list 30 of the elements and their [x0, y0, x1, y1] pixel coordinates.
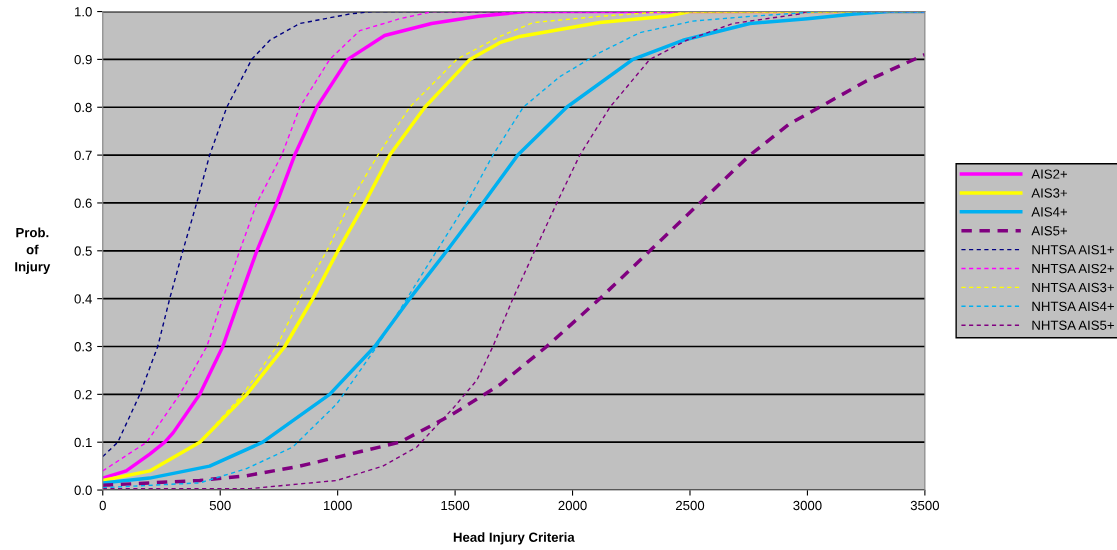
y-tick-label: 0.4	[74, 294, 92, 304]
y-tick-label: 0.7	[74, 150, 92, 161]
legend-label: AIS2+	[1031, 169, 1068, 179]
legend-label: NHTSA AIS4+	[1032, 301, 1114, 312]
y-tick-label: 0.8	[74, 102, 92, 113]
x-tick-label: 1000	[323, 500, 352, 511]
y-tick-label: 1.0	[75, 7, 92, 17]
y-tick-label: 0.0	[74, 485, 92, 495]
x-tick-label: 3000	[793, 500, 822, 511]
legend-label: NHTSA AIS3+	[1032, 282, 1114, 293]
y-tick-label: 0.5	[74, 246, 92, 256]
y-tick-label: 0.1	[74, 437, 92, 448]
y-tick-label: 0.6	[74, 198, 92, 208]
x-tick-label: 2000	[558, 500, 587, 511]
x-tick-label: 3500	[910, 500, 940, 511]
y-tick-label: 0.2	[74, 389, 92, 400]
x-tick-label: 1500	[441, 500, 470, 511]
x-tick-label: 2500	[675, 500, 705, 511]
y-tick-label: 0.3	[74, 342, 92, 352]
x-axis-title: Head Injury Criteria	[453, 532, 575, 545]
legend-label: NHTSA AIS5+	[1032, 320, 1114, 330]
legend-label: AIS4+	[1031, 207, 1068, 217]
legend-label: AIS5+	[1031, 226, 1068, 236]
legend-label: AIS3+	[1031, 188, 1068, 198]
y-axis-title: Prob. of Injury	[15, 227, 51, 275]
y-tick-label: 0.9	[74, 54, 92, 65]
legend-label: NHTSA AIS1+	[1032, 245, 1114, 255]
x-tick-label: 500	[209, 500, 231, 511]
x-tick-label: 0	[99, 500, 106, 511]
legend-label: NHTSA AIS2+	[1032, 263, 1114, 274]
